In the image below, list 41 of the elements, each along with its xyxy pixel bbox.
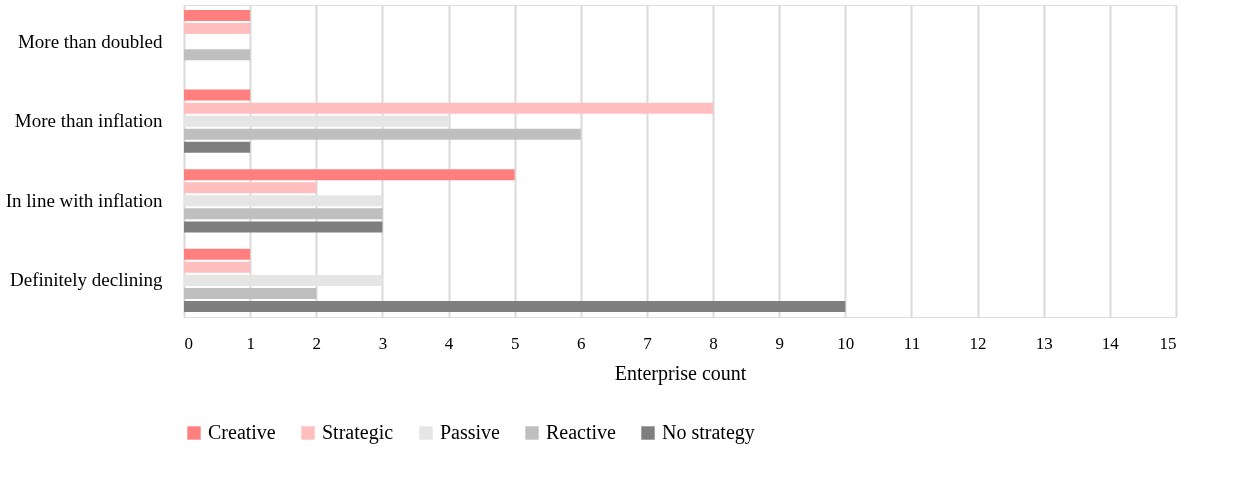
y-tick-label: More than inflation bbox=[14, 110, 163, 132]
bar bbox=[184, 89, 251, 101]
x-tick-label: 0 bbox=[184, 333, 193, 353]
y-tick-label: Definitely declining bbox=[10, 269, 163, 291]
x-tick-label: 3 bbox=[378, 333, 388, 353]
legend-label: No strategy bbox=[662, 421, 755, 444]
x-tick-label: 1 bbox=[246, 333, 255, 353]
legend-label: Strategic bbox=[322, 421, 394, 444]
bar bbox=[184, 49, 251, 61]
bar bbox=[184, 300, 846, 312]
bar bbox=[184, 10, 251, 22]
bar bbox=[184, 128, 581, 140]
x-tick-label: 5 bbox=[510, 333, 520, 353]
x-tick-label: 9 bbox=[775, 333, 784, 353]
legend-label: Reactive bbox=[546, 421, 617, 443]
bar bbox=[184, 141, 251, 153]
x-tick-label: 4 bbox=[444, 333, 454, 353]
x-tick-label: 10 bbox=[837, 333, 855, 353]
bar bbox=[184, 287, 317, 299]
bar bbox=[184, 221, 383, 233]
bar bbox=[184, 169, 515, 181]
x-tick-label: 13 bbox=[1035, 333, 1053, 353]
bar bbox=[184, 261, 251, 273]
bar bbox=[184, 248, 251, 260]
bar bbox=[184, 23, 251, 35]
legend-label: Passive bbox=[440, 421, 501, 443]
x-tick-label: 14 bbox=[1101, 333, 1120, 353]
x-tick-label: 8 bbox=[709, 333, 718, 353]
y-tick-label: In line with inflation bbox=[5, 189, 163, 211]
legend-label: Creative bbox=[208, 421, 276, 443]
x-tick-label: 2 bbox=[312, 333, 322, 353]
x-tick-label: 11 bbox=[903, 333, 921, 353]
x-tick-label: 12 bbox=[969, 333, 987, 353]
y-tick-label: More than doubled bbox=[17, 30, 163, 52]
x-axis-title: Enterprise count bbox=[614, 361, 747, 385]
x-tick-label: 7 bbox=[643, 333, 653, 353]
bar bbox=[184, 208, 383, 220]
bar bbox=[184, 102, 714, 114]
x-tick-label: 6 bbox=[577, 333, 586, 353]
x-tick-label: 15 bbox=[1159, 333, 1177, 353]
bar bbox=[184, 182, 317, 194]
